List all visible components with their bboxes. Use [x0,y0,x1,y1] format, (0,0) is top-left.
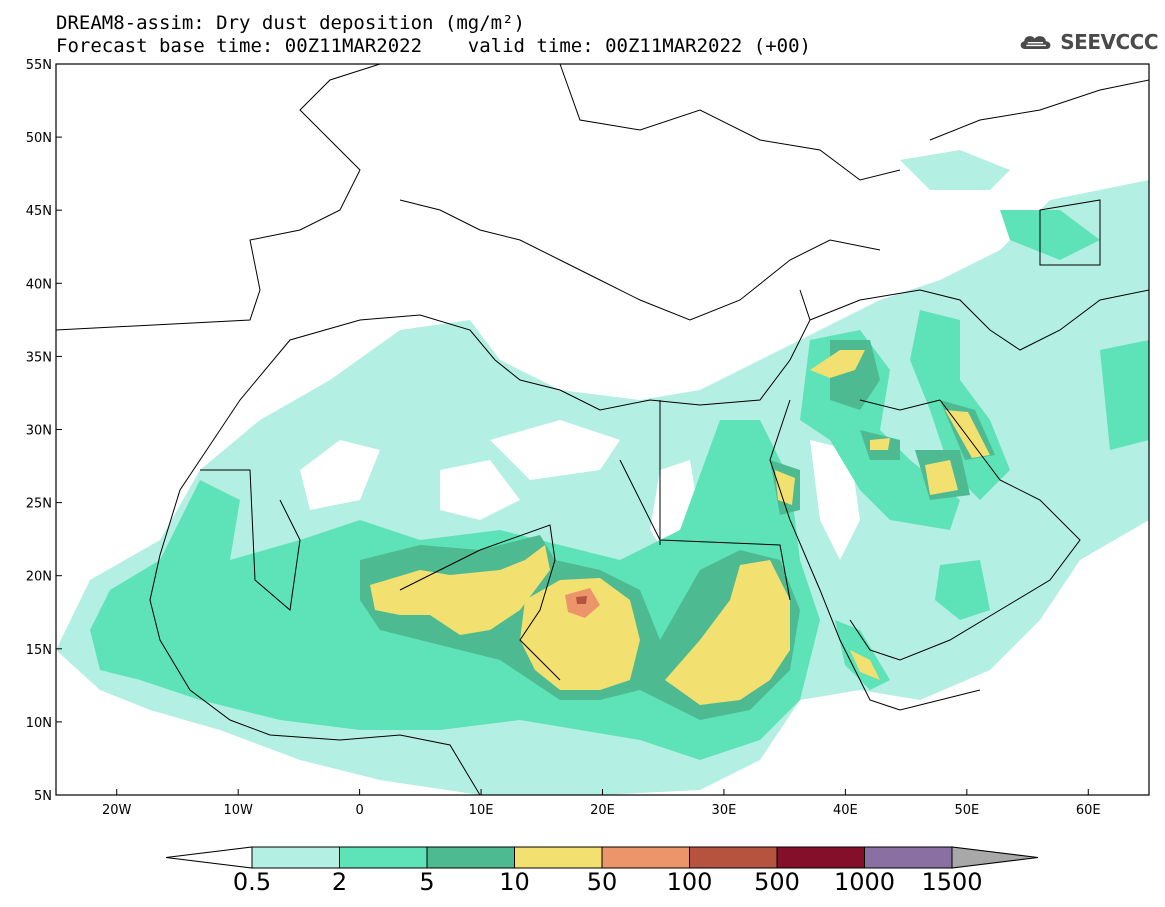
colorbar-swatch [514,846,603,869]
colorbar-label: 50 [586,868,618,896]
y-tick-label: 40N [26,277,52,292]
x-axis: 20W 10W 0 10E 20E 30E 40E 50E 60E [102,789,1101,818]
colorbar-label: 500 [754,868,800,896]
cloud-icon [1020,36,1051,49]
colorbar-swatch [339,846,428,869]
colorbar-label: 100 [666,868,713,896]
seevccc-logo: SEEVCCC [1018,26,1158,58]
y-tick-label: 5N [34,789,52,804]
colorbar [165,846,1039,869]
colorbar-swatch [864,846,953,869]
y-tick-label: 45N [26,204,52,219]
colorbar-swatch [776,846,865,869]
y-tick-label: 35N [26,350,52,365]
coastlines-borders [56,64,1149,795]
colorbar-swatch [689,846,778,869]
x-tick-label: 20W [102,803,132,818]
y-tick-label: 30N [26,424,52,439]
y-tick-label: 20N [26,570,52,585]
colorbar-swatch [426,846,515,869]
map-title: DREAM8-assim: Dry dust deposition (mg/m²… [56,12,525,34]
y-tick-label: 25N [26,497,52,512]
x-tick-label: 0 [355,803,363,818]
x-tick-label: 20E [590,803,615,818]
colorbar-label: 10 [499,868,530,896]
x-tick-label: 60E [1076,803,1101,818]
colorbar-swatch [601,846,690,869]
y-tick-label: 15N [26,643,52,658]
y-tick-label: 50N [26,131,52,146]
x-tick-label: 50E [954,803,979,818]
colorbar-label: 1500 [921,868,983,896]
colorbar-label: 0.5 [232,868,272,896]
colorbar-label: 2 [331,868,348,896]
gaps [300,420,860,560]
x-tick-label: 10W [223,803,253,818]
x-tick-label: 10E [469,803,494,818]
y-tick-label: 55N [26,58,52,73]
colorbar-label: 1000 [833,868,896,896]
band-10-50 [370,350,990,705]
x-tick-label: 30E [712,803,737,818]
colorbar-right-arrow [951,846,1039,869]
dust-field [56,64,1149,795]
y-axis: 55N 50N 45N 40N 35N 30N 25N 20N 15N 10N 5N [26,58,62,804]
band-100-500 [576,596,587,604]
forecast-time-line: Forecast base time: 00Z11MAR2022 valid t… [56,35,811,57]
logo-text: SEEVCCC [1060,30,1158,54]
x-tick-label: 40E [833,803,858,818]
colorbar-swatch [251,846,340,869]
y-tick-label: 10N [26,716,52,731]
colorbar-label: 5 [419,868,435,896]
colorbar-left-arrow [165,846,253,869]
